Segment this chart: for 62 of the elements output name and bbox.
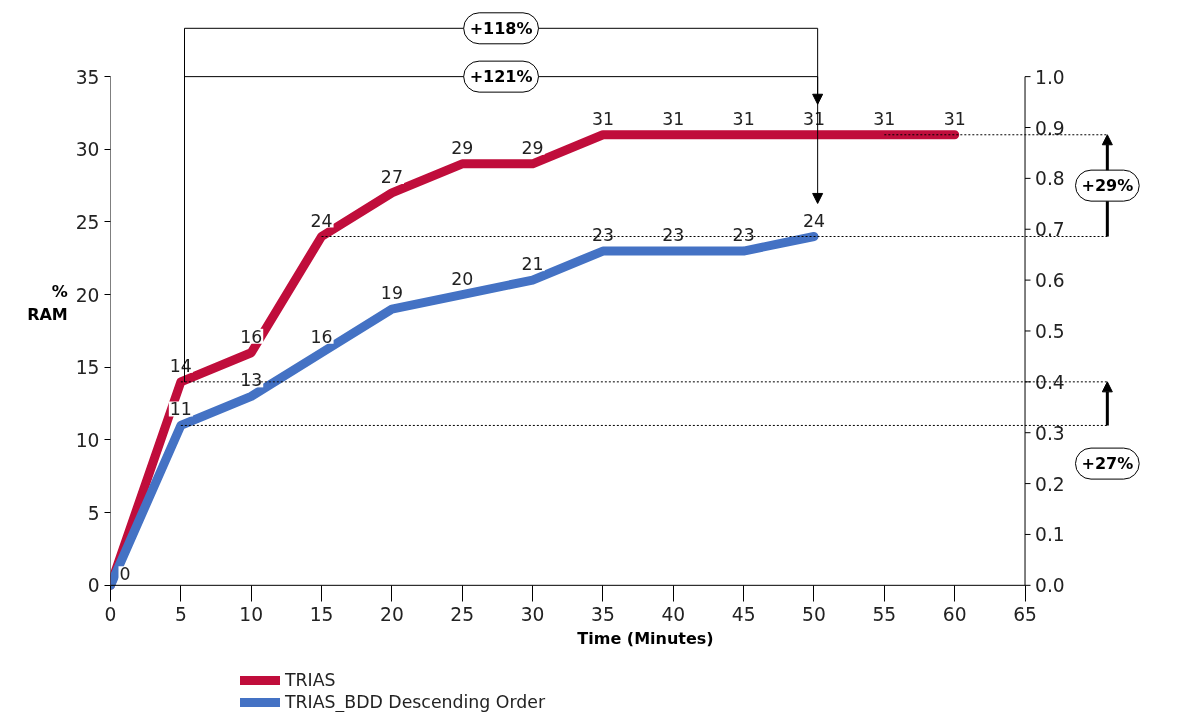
y-axis-title: % RAM [27, 282, 68, 324]
data-label: 31 [873, 108, 896, 129]
y2-tick-label: 0.3 [1035, 422, 1065, 444]
text: +29% [1081, 176, 1134, 196]
data-label: 31 [943, 108, 966, 129]
data-label: 31 [732, 108, 755, 129]
data-label: 23 [732, 225, 755, 246]
x-tick-label: 20 [380, 603, 404, 625]
data-label: 23 [591, 225, 614, 246]
x-tick-label: 45 [731, 603, 756, 625]
text: +27% [1081, 454, 1134, 474]
data-label: 24 [310, 210, 333, 231]
y-tick-label: 35 [75, 66, 100, 88]
x-tick-label: 65 [1013, 603, 1037, 625]
data-label: 16 [240, 326, 263, 347]
y2-tick-label: 0.2 [1035, 473, 1065, 495]
data-label: 13 [240, 370, 263, 391]
data-label: 29 [521, 137, 544, 158]
x-tick-label: 50 [802, 603, 826, 625]
y2-tick-label: 0.8 [1035, 168, 1065, 190]
data-label: 20 [451, 268, 474, 289]
y-tick-label: 0 [87, 575, 100, 597]
x-tick-label: 10 [239, 603, 264, 625]
y-tick-label: 30 [75, 139, 100, 161]
data-label: 31 [591, 108, 614, 129]
x-tick-label: 35 [591, 603, 615, 625]
y-tick-label: 15 [75, 357, 100, 379]
data-label: 29 [451, 137, 474, 158]
x-tick-label: 40 [661, 603, 686, 625]
x-tick-label: 0 [104, 603, 117, 625]
y2-tick-label: 0.1 [1035, 524, 1065, 546]
y2-tick-label: 1.0 [1035, 66, 1065, 88]
data-label: 11 [169, 399, 192, 420]
data-label: 27 [380, 166, 403, 187]
data-label: 0 [119, 564, 131, 585]
data-label: 16 [310, 326, 333, 347]
x-tick-label: 30 [520, 603, 545, 625]
x-axis-title: Time (Minutes) [577, 628, 714, 648]
y-tick-label: 25 [75, 211, 100, 233]
y2-tick-label: 0.5 [1035, 320, 1065, 342]
data-label: 19 [380, 283, 403, 304]
data-label: 21 [521, 254, 544, 275]
x-tick-label: 5 [174, 603, 187, 625]
x-tick-label: 15 [309, 603, 334, 625]
y-tick-label: 20 [75, 284, 100, 306]
legend-label: TRIAS_BDD Descending Order [285, 692, 546, 712]
y-tick-label: 5 [87, 502, 100, 524]
x-tick-label: 60 [942, 603, 967, 625]
annotation: +121% [469, 67, 533, 87]
data-label: 31 [662, 108, 685, 129]
x-tick-label: 55 [872, 603, 897, 625]
legend-label: TRIAS [285, 670, 336, 690]
data-label: 23 [662, 225, 685, 246]
text: +118% [469, 18, 533, 38]
y2-tick-label: 0.4 [1035, 371, 1065, 393]
y2-tick-label: 0.9 [1035, 117, 1065, 139]
y2-tick-label: 0.7 [1035, 219, 1065, 241]
x-tick-label: 25 [450, 603, 475, 625]
data-label: 24 [802, 210, 826, 231]
y-tick-label: 10 [75, 429, 100, 451]
y2-tick-label: 0.0 [1035, 575, 1065, 597]
y2-tick-label: 0.6 [1035, 270, 1065, 292]
